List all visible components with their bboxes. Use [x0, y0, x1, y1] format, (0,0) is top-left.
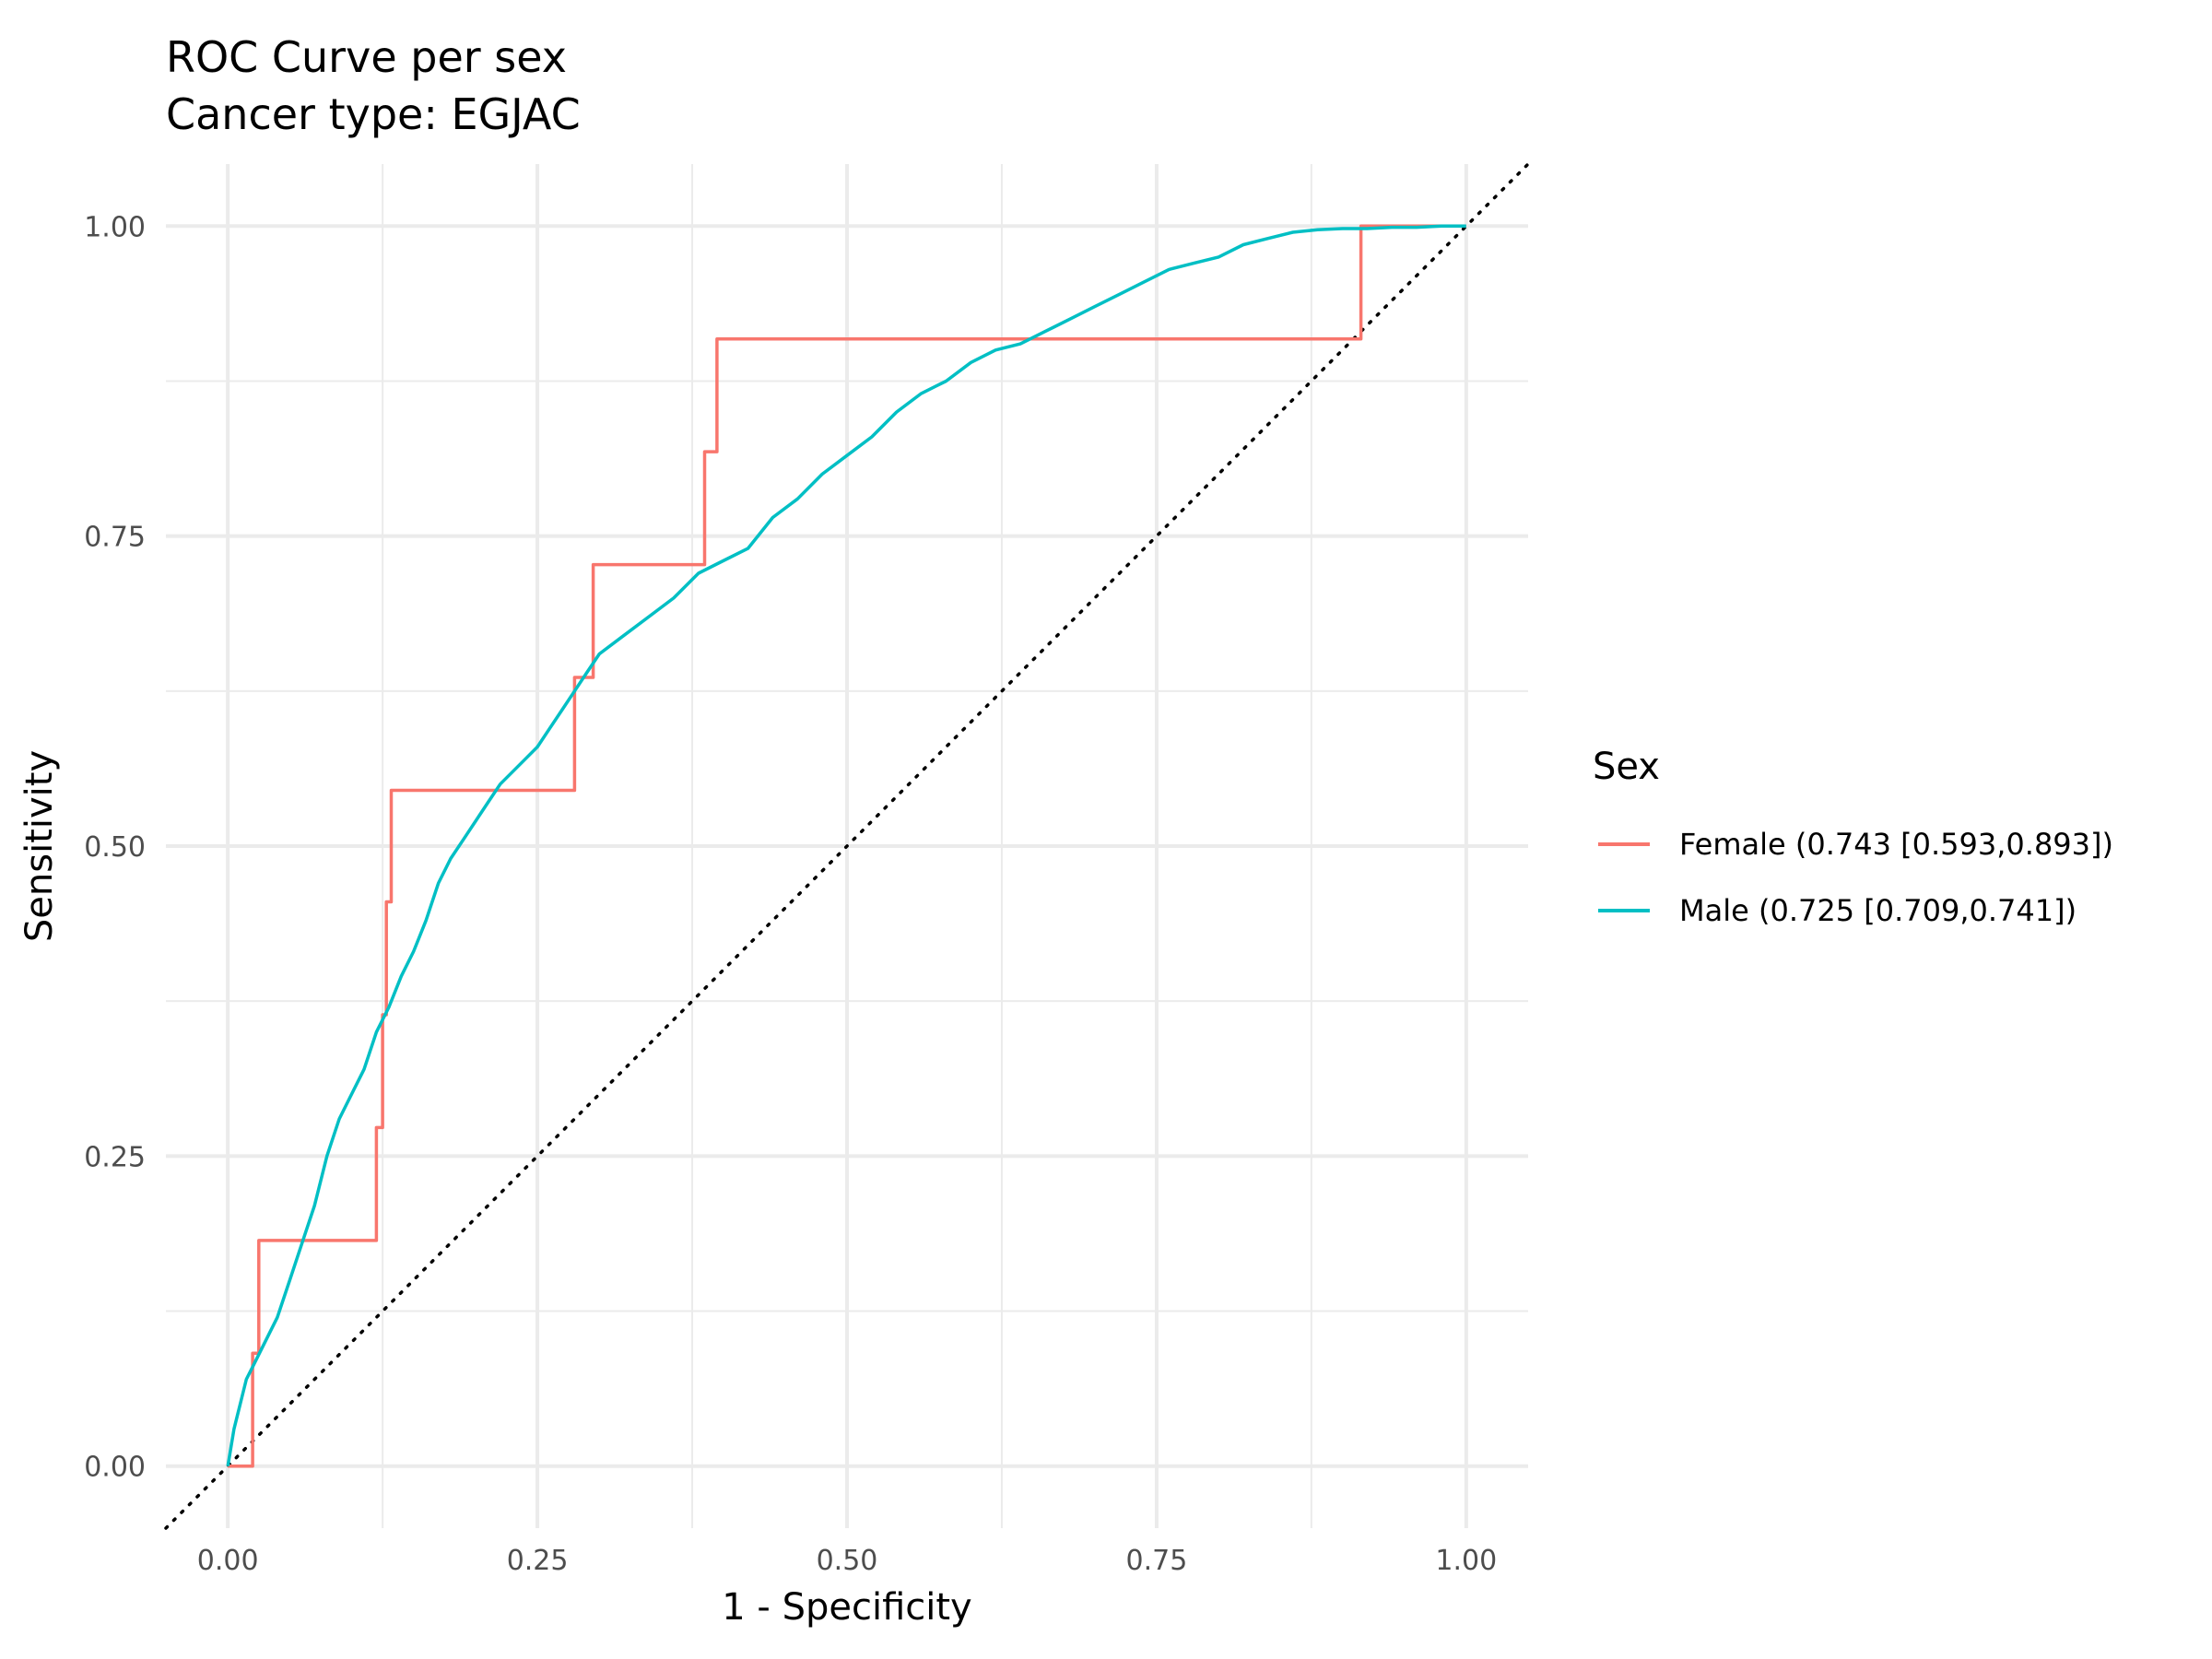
y-tick-label: 0.00: [84, 1452, 146, 1484]
x-tick-label: 1.00: [1435, 1545, 1497, 1577]
series-line-male: [226, 224, 1466, 1466]
x-tick-label: 0.25: [507, 1545, 569, 1577]
y-tick-label: 0.25: [84, 1141, 146, 1173]
y-tick-label: 0.50: [84, 831, 146, 864]
reference-line: [164, 162, 1530, 1530]
legend-label-male: Male (0.725 [0.709,0.741]): [1679, 893, 2077, 928]
y-tick-label: 1.00: [84, 211, 146, 243]
x-tick-label: 0.75: [1126, 1545, 1188, 1577]
y-tick-label: 0.75: [84, 522, 146, 554]
x-axis-title: 1 - Specificity: [722, 1586, 971, 1629]
series-lines: [226, 224, 1466, 1468]
legend: Sex Female (0.743 [0.593,0.893]) Male (0.…: [1593, 746, 2113, 928]
tick-labels: 0.00 0.25 0.50 0.75 1.00 0.00 0.25 0.50 0.75 1.00: [84, 211, 1497, 1577]
x-tick-label: 0.50: [817, 1545, 878, 1577]
y-axis-title: Sensitivity: [18, 750, 61, 942]
legend-title: Sex: [1593, 746, 1660, 788]
series-line-female: [228, 224, 1466, 1468]
legend-items: Female (0.743 [0.593,0.893]) Male (0.725 …: [1598, 827, 2113, 928]
reference-diagonal: [164, 162, 1530, 1530]
legend-label-female: Female (0.743 [0.593,0.893]): [1679, 827, 2113, 862]
chart-subtitle: Cancer type: EGJAC: [166, 89, 581, 139]
chart-title: ROC Curve per sex: [166, 32, 567, 82]
x-tick-label: 0.00: [197, 1545, 259, 1577]
